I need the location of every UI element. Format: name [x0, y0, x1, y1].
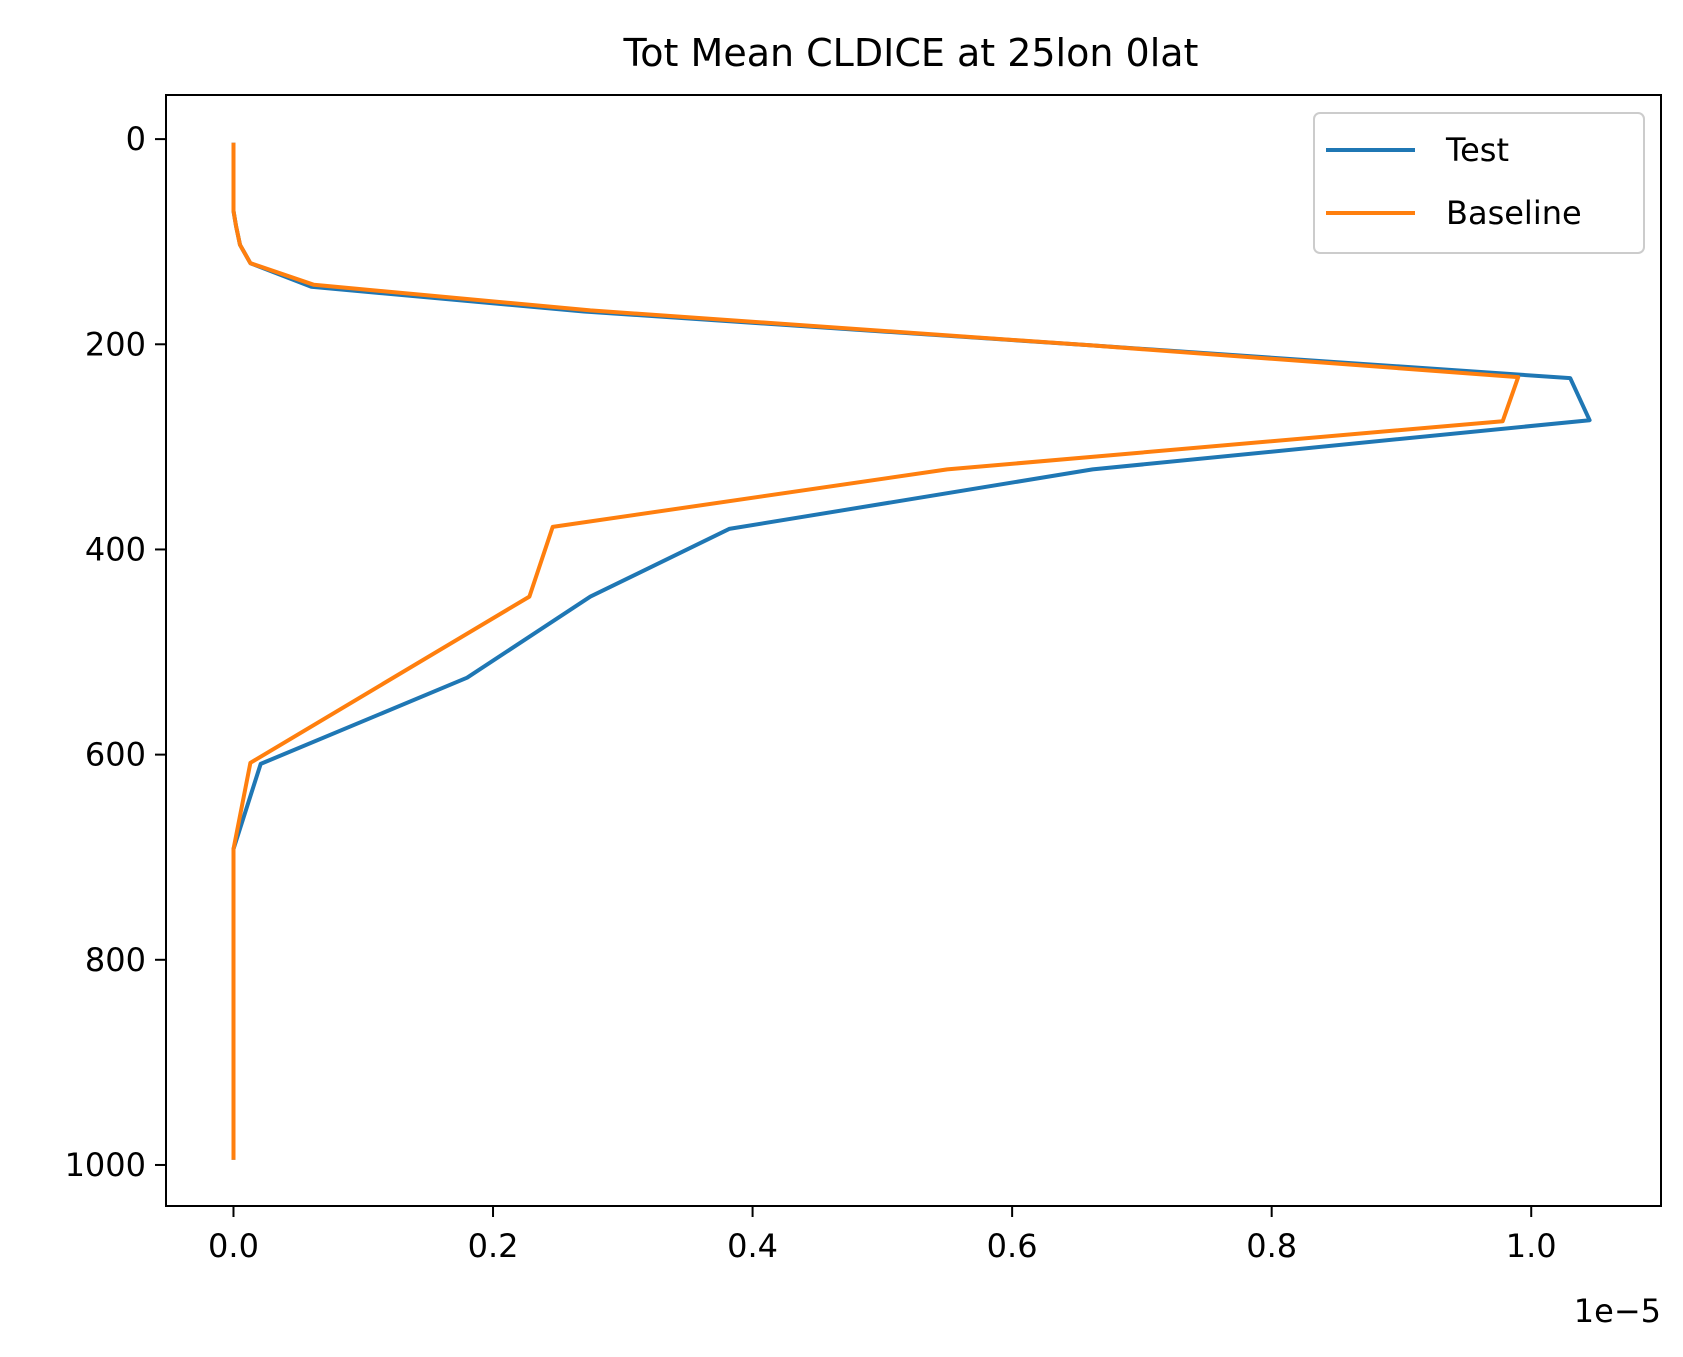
y-tick-label: 600 [85, 736, 146, 774]
y-tick-label: 0 [126, 120, 146, 158]
legend-label-test: Test [1445, 131, 1509, 169]
x-axis-ticks: 0.0 0.2 0.4 0.6 0.8 1.0 [208, 1206, 1557, 1265]
x-tick-label: 0.0 [208, 1227, 259, 1265]
x-tick-label: 0.4 [727, 1227, 778, 1265]
legend-label-baseline: Baseline [1446, 194, 1582, 232]
plot-frame [165, 94, 1662, 1207]
x-axis-offset-label: 1e−5 [1574, 1292, 1661, 1330]
y-tick-label: 200 [85, 325, 146, 363]
y-tick-label: 800 [85, 941, 146, 979]
chart-title: Tot Mean CLDICE at 25lon 0lat [623, 31, 1199, 75]
x-tick-label: 0.2 [468, 1227, 519, 1265]
x-tick-label: 1.0 [1506, 1227, 1557, 1265]
series-lines [231, 142, 1592, 1160]
legend: Test Baseline [1313, 112, 1645, 254]
y-tick-label: 400 [85, 530, 146, 568]
x-tick-label: 0.8 [1246, 1227, 1297, 1265]
y-axis-ticks: 0 200 400 600 800 1000 [65, 120, 166, 1184]
y-tick-label: 1000 [65, 1146, 146, 1184]
series-line-baseline [231, 142, 1521, 1160]
x-tick-label: 0.6 [987, 1227, 1038, 1265]
